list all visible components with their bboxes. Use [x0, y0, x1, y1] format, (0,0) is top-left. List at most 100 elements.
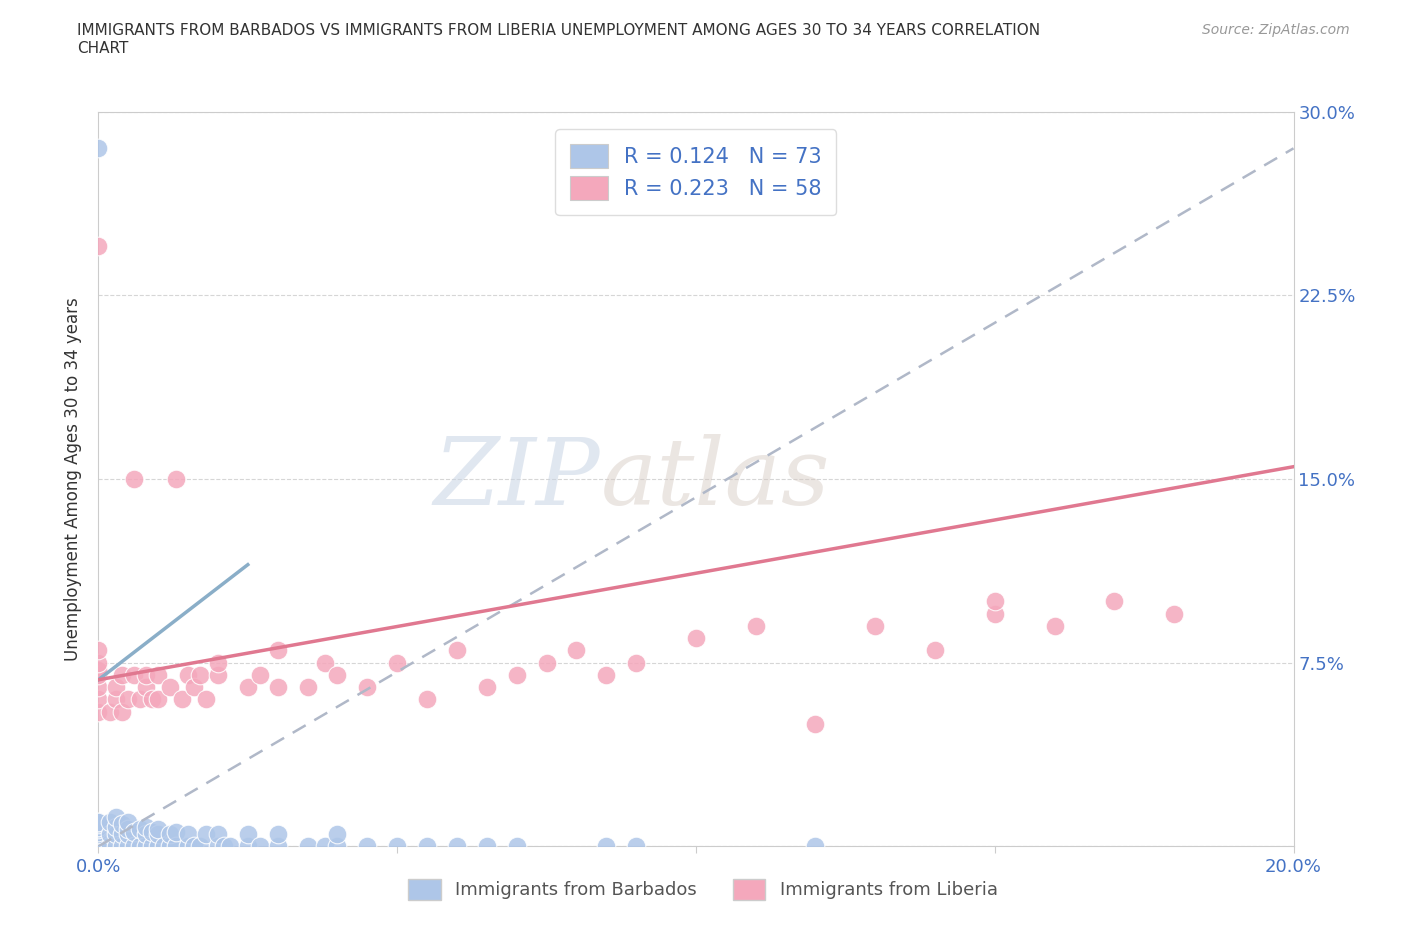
Point — [87, 839, 110, 854]
Point — [326, 827, 349, 842]
Point — [153, 839, 176, 854]
Point — [148, 668, 170, 683]
Point — [117, 692, 139, 707]
Point — [98, 839, 122, 854]
Point — [356, 839, 378, 854]
Text: atlas: atlas — [600, 434, 830, 524]
Point — [111, 817, 134, 831]
Point — [685, 631, 707, 645]
Point — [98, 827, 122, 842]
Point — [183, 680, 205, 695]
Point — [207, 668, 229, 683]
Point — [416, 839, 439, 854]
Point — [87, 827, 110, 842]
Point — [87, 141, 110, 156]
Point — [87, 668, 110, 683]
Point — [506, 839, 529, 854]
Point — [207, 839, 229, 854]
Point — [745, 618, 768, 633]
Point — [87, 839, 110, 854]
Point — [626, 839, 648, 854]
Point — [129, 839, 152, 854]
Point — [984, 606, 1007, 621]
Point — [105, 839, 128, 854]
Point — [117, 839, 139, 854]
Point — [177, 668, 200, 683]
Point — [159, 680, 181, 695]
Point — [236, 839, 259, 854]
Point — [236, 680, 259, 695]
Point — [984, 594, 1007, 609]
Point — [1043, 618, 1066, 633]
Point — [98, 704, 122, 719]
Point — [804, 716, 827, 731]
Point — [105, 819, 128, 834]
Point — [87, 815, 110, 830]
Point — [105, 809, 128, 824]
Point — [416, 692, 439, 707]
Point — [135, 668, 157, 683]
Point — [865, 618, 887, 633]
Point — [87, 656, 110, 671]
Point — [105, 680, 128, 695]
Y-axis label: Unemployment Among Ages 30 to 34 years: Unemployment Among Ages 30 to 34 years — [65, 297, 83, 661]
Point — [326, 839, 349, 854]
Point — [177, 827, 200, 842]
Point — [129, 692, 152, 707]
Point — [111, 668, 134, 683]
Point — [565, 643, 588, 658]
Point — [141, 824, 163, 839]
Point — [87, 827, 110, 842]
Point — [315, 656, 337, 671]
Point — [135, 680, 157, 695]
Point — [188, 839, 211, 854]
Point — [98, 815, 122, 830]
Point — [297, 839, 319, 854]
Point — [446, 839, 468, 854]
Point — [195, 692, 218, 707]
Point — [87, 819, 110, 834]
Point — [177, 839, 200, 854]
Point — [117, 822, 139, 837]
Point — [297, 680, 319, 695]
Point — [506, 668, 529, 683]
Point — [236, 827, 259, 842]
Point — [124, 824, 146, 839]
Point — [267, 680, 290, 695]
Point — [165, 824, 187, 839]
Point — [356, 680, 378, 695]
Point — [87, 704, 110, 719]
Text: Source: ZipAtlas.com: Source: ZipAtlas.com — [1202, 23, 1350, 37]
Point — [159, 839, 181, 854]
Point — [326, 668, 349, 683]
Point — [165, 472, 187, 486]
Point — [135, 827, 157, 842]
Point — [87, 817, 110, 831]
Point — [148, 827, 170, 842]
Point — [195, 827, 218, 842]
Point — [87, 680, 110, 695]
Point — [141, 692, 163, 707]
Point — [87, 815, 110, 830]
Point — [183, 839, 205, 854]
Point — [87, 839, 110, 854]
Point — [87, 819, 110, 834]
Point — [87, 827, 110, 842]
Point — [446, 643, 468, 658]
Point — [536, 656, 558, 671]
Point — [207, 656, 229, 671]
Point — [267, 643, 290, 658]
Point — [188, 668, 211, 683]
Point — [385, 656, 409, 671]
Point — [87, 643, 110, 658]
Point — [207, 827, 229, 842]
Point — [212, 839, 235, 854]
Point — [315, 839, 337, 854]
Point — [124, 839, 146, 854]
Legend: Immigrants from Barbados, Immigrants from Liberia: Immigrants from Barbados, Immigrants fro… — [401, 871, 1005, 907]
Point — [595, 839, 617, 854]
Point — [385, 839, 409, 854]
Point — [165, 839, 187, 854]
Point — [135, 819, 157, 834]
Point — [267, 827, 290, 842]
